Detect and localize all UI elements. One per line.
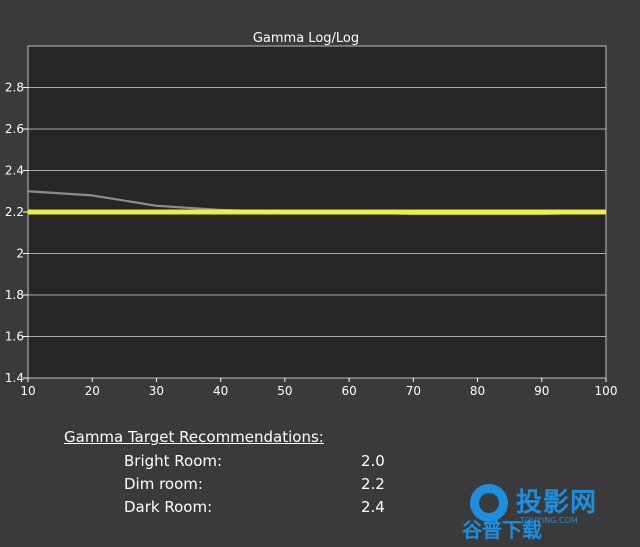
recommendation-value: 2.0 <box>361 452 385 470</box>
y-tick-label: 1.4 <box>5 371 24 385</box>
gamma-recommendations: Gamma Target Recommendations: Bright Roo… <box>64 428 385 521</box>
x-axis-ticks: 10 20 30 40 50 60 70 80 90 100 <box>20 378 617 398</box>
x-tick-label: 70 <box>406 384 421 398</box>
y-axis-ticks: 1.4 1.6 1.8 2 2.2 2.4 2.6 2.8 <box>5 81 28 385</box>
y-tick-label: 1.8 <box>5 288 24 302</box>
y-tick-label: 2.8 <box>5 81 24 95</box>
gamma-chart: Gamma Log/Log 1.4 1.6 1.8 2 2.2 2.4 2.6 2.8 10 2… <box>5 31 618 398</box>
x-tick-label: 100 <box>595 384 618 398</box>
recommendation-row-bright: Bright Room: 2.0 <box>64 452 385 475</box>
watermark-primary-text: 投影网 <box>516 488 598 518</box>
recommendation-label: Dark Room: <box>124 498 213 516</box>
watermark-domain-text: TOUYING.COM <box>520 516 578 525</box>
logo-ring-icon <box>470 484 508 522</box>
x-tick-label: 40 <box>213 384 228 398</box>
x-tick-label: 30 <box>149 384 164 398</box>
series-layer <box>26 190 608 216</box>
recommendation-value: 2.4 <box>361 498 385 516</box>
x-tick-label: 20 <box>85 384 100 398</box>
chart-title: Gamma Log/Log <box>253 31 359 46</box>
y-tick-label: 2.2 <box>5 205 24 219</box>
y-tick-label: 2.6 <box>5 122 24 136</box>
recommendation-value: 2.2 <box>361 475 385 493</box>
y-tick-label: 2 <box>16 247 24 261</box>
x-tick-label: 80 <box>470 384 485 398</box>
grid-lines <box>28 87 606 337</box>
recommendation-row-dark: Dark Room: 2.4 <box>64 498 385 521</box>
y-tick-label: 1.6 <box>5 330 24 344</box>
recommendation-label: Dim room: <box>124 475 203 493</box>
recommendation-row-dim: Dim room: 2.2 <box>64 475 385 498</box>
site-watermark-logo: 投影网 谷普下载 TOUYING.COM <box>462 480 632 542</box>
x-tick-label: 50 <box>277 384 292 398</box>
recommendation-label: Bright Room: <box>124 452 223 470</box>
recommendations-title: Gamma Target Recommendations: <box>64 428 324 446</box>
x-tick-label: 10 <box>20 384 35 398</box>
x-tick-label: 90 <box>534 384 549 398</box>
y-tick-label: 2.4 <box>5 164 24 178</box>
x-tick-label: 60 <box>341 384 356 398</box>
watermark-secondary-text: 谷普下载 <box>462 518 542 542</box>
